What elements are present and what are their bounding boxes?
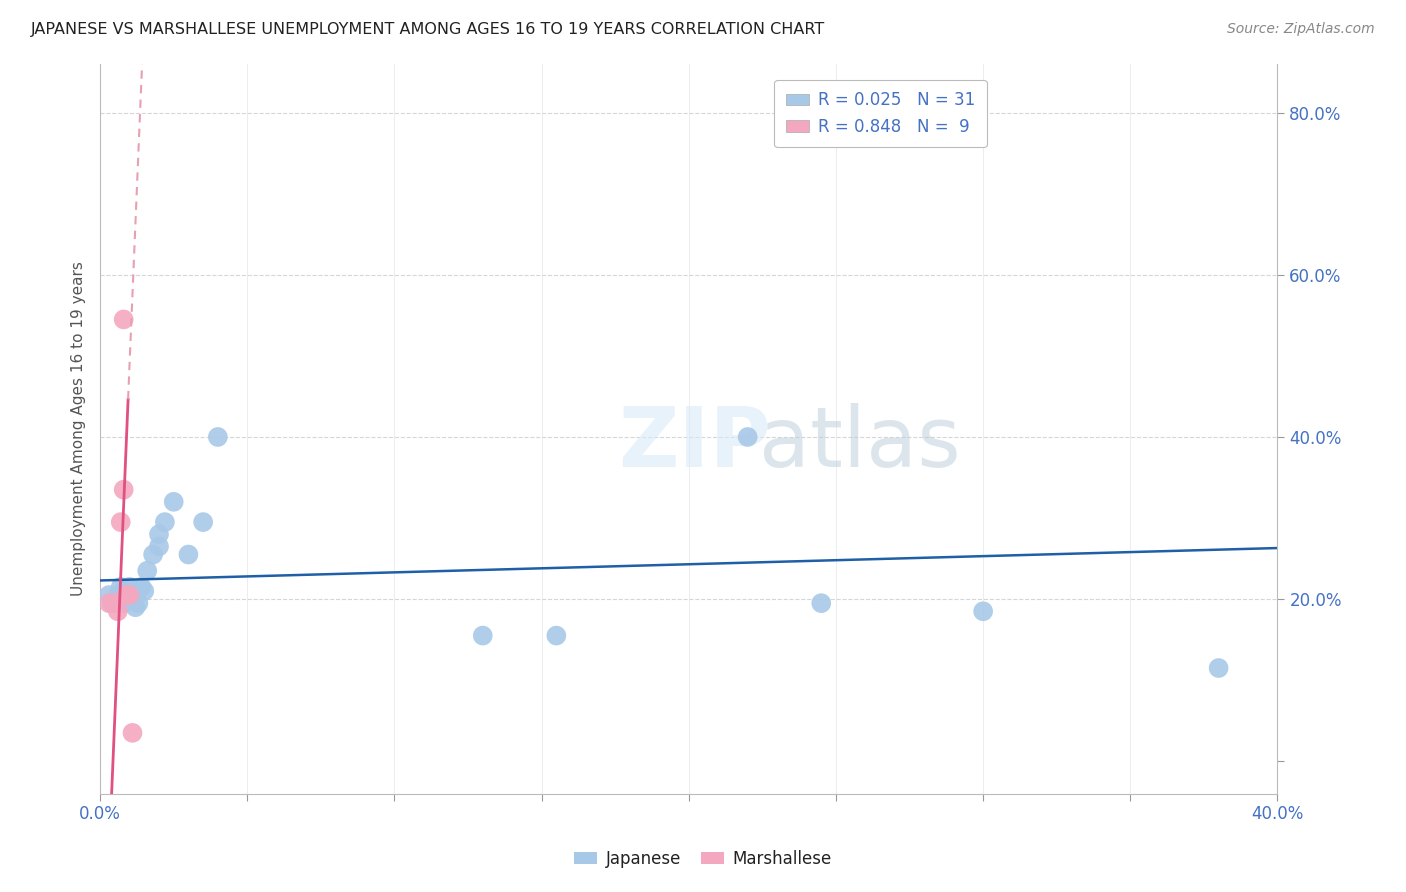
Point: [107, 588, 129, 602]
Point: [121, 726, 143, 740]
Point: [104, 596, 127, 610]
Point: [136, 564, 159, 578]
Point: [112, 596, 135, 610]
Legend: Japanese, Marshallese: Japanese, Marshallese: [568, 844, 838, 875]
Point: [163, 495, 186, 509]
Point: [177, 548, 200, 562]
Point: [142, 548, 165, 562]
Text: Source: ZipAtlas.com: Source: ZipAtlas.com: [1227, 22, 1375, 37]
Point: [191, 515, 214, 529]
Point: [1208, 661, 1230, 675]
Y-axis label: Unemployment Among Ages 16 to 19 years: Unemployment Among Ages 16 to 19 years: [72, 261, 86, 597]
Point: [104, 596, 127, 610]
Point: [112, 312, 135, 326]
Point: [737, 430, 759, 444]
Point: [546, 629, 568, 643]
Point: [127, 596, 149, 610]
Point: [112, 483, 135, 497]
Point: [972, 604, 994, 618]
Point: [115, 588, 138, 602]
Point: [124, 600, 146, 615]
Text: atlas: atlas: [759, 403, 962, 484]
Text: ZIP: ZIP: [619, 403, 770, 484]
Point: [810, 596, 832, 610]
Point: [207, 430, 229, 444]
Point: [115, 592, 138, 607]
Point: [134, 584, 156, 599]
Point: [471, 629, 494, 643]
Point: [118, 592, 141, 607]
Point: [97, 596, 120, 610]
Point: [131, 580, 153, 594]
Point: [148, 540, 170, 554]
Point: [118, 588, 141, 602]
Point: [110, 580, 132, 594]
Point: [107, 604, 129, 618]
Point: [118, 580, 141, 594]
Point: [153, 515, 176, 529]
Point: [110, 515, 132, 529]
Point: [124, 584, 146, 599]
Point: [97, 588, 120, 602]
Point: [148, 527, 170, 541]
Legend: R = 0.025   N = 31, R = 0.848   N =  9: R = 0.025 N = 31, R = 0.848 N = 9: [775, 79, 987, 147]
Text: JAPANESE VS MARSHALLESE UNEMPLOYMENT AMONG AGES 16 TO 19 YEARS CORRELATION CHART: JAPANESE VS MARSHALLESE UNEMPLOYMENT AMO…: [31, 22, 825, 37]
Point: [101, 596, 124, 610]
Point: [121, 584, 143, 599]
Point: [112, 584, 135, 599]
